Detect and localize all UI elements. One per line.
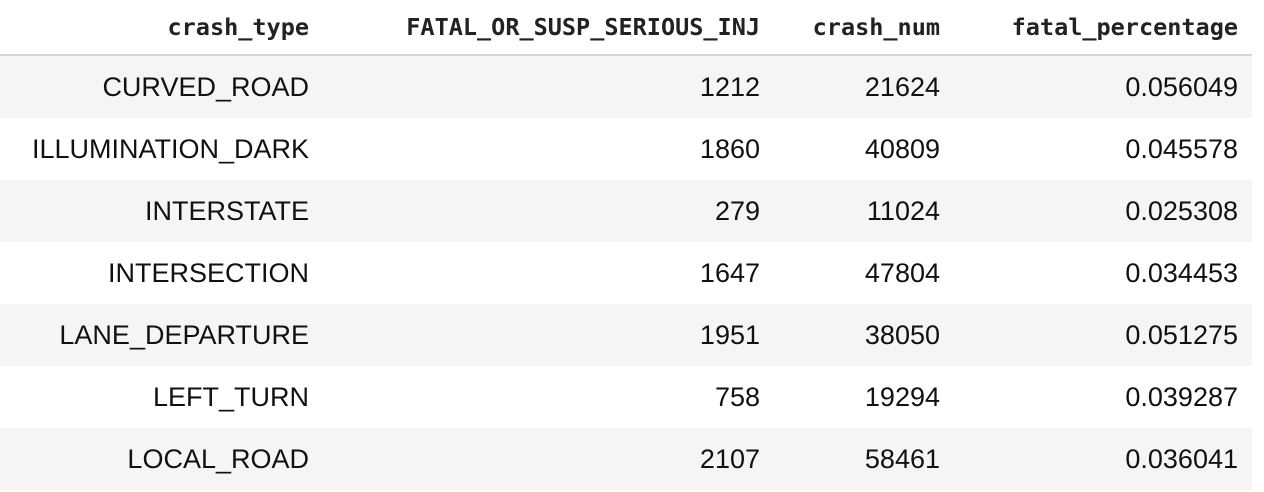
table-row: INTERSTATE 279 11024 0.025308 xyxy=(0,180,1252,242)
cell-fatal-or-susp-serious-inj: 1647 xyxy=(323,242,774,304)
cell-fatal-or-susp-serious-inj: 279 xyxy=(323,180,774,242)
cell-crash-num: 40809 xyxy=(774,118,954,180)
cell-fatal-percentage: 0.056049 xyxy=(954,55,1252,118)
cell-fatal-or-susp-serious-inj: 1212 xyxy=(323,55,774,118)
table-row: LANE_DEPARTURE 1951 38050 0.051275 xyxy=(0,304,1252,366)
table-row: LEFT_TURN 758 19294 0.039287 xyxy=(0,366,1252,428)
cell-fatal-percentage: 0.045578 xyxy=(954,118,1252,180)
cell-crash-type: CURVED_ROAD xyxy=(0,55,323,118)
table-row: INTERSECTION 1647 47804 0.034453 xyxy=(0,242,1252,304)
cell-fatal-or-susp-serious-inj: 1951 xyxy=(323,304,774,366)
header-row: crash_type FATAL_OR_SUSP_SERIOUS_INJ cra… xyxy=(0,0,1252,56)
table-row: CURVED_ROAD 1212 21624 0.056049 xyxy=(0,55,1252,118)
cell-crash-num: 19294 xyxy=(774,366,954,428)
cell-crash-type: LOCAL_ROAD xyxy=(0,428,323,490)
cell-crash-type: LANE_DEPARTURE xyxy=(0,304,323,366)
cell-crash-num: 38050 xyxy=(774,304,954,366)
cell-fatal-percentage: 0.051275 xyxy=(954,304,1252,366)
cell-crash-num: 11024 xyxy=(774,180,954,242)
table-body: CURVED_ROAD 1212 21624 0.056049 ILLUMINA… xyxy=(0,55,1252,490)
table-row: LOCAL_ROAD 2107 58461 0.036041 xyxy=(0,428,1252,490)
cell-crash-type: INTERSTATE xyxy=(0,180,323,242)
cell-fatal-or-susp-serious-inj: 1860 xyxy=(323,118,774,180)
cell-crash-num: 21624 xyxy=(774,55,954,118)
column-header-crash-type: crash_type xyxy=(0,0,323,56)
cell-crash-type: LEFT_TURN xyxy=(0,366,323,428)
table-row: ILLUMINATION_DARK 1860 40809 0.045578 xyxy=(0,118,1252,180)
cell-fatal-percentage: 0.034453 xyxy=(954,242,1252,304)
column-header-crash-num: crash_num xyxy=(774,0,954,56)
cell-fatal-or-susp-serious-inj: 758 xyxy=(323,366,774,428)
cell-crash-type: ILLUMINATION_DARK xyxy=(0,118,323,180)
cell-crash-num: 58461 xyxy=(774,428,954,490)
column-header-fatal-percentage: fatal_percentage xyxy=(954,0,1252,56)
cell-crash-num: 47804 xyxy=(774,242,954,304)
table-header: crash_type FATAL_OR_SUSP_SERIOUS_INJ cra… xyxy=(0,0,1252,56)
cell-crash-type: INTERSECTION xyxy=(0,242,323,304)
cell-fatal-percentage: 0.025308 xyxy=(954,180,1252,242)
column-header-fatal-or-susp-serious-inj: FATAL_OR_SUSP_SERIOUS_INJ xyxy=(323,0,774,56)
cell-fatal-percentage: 0.039287 xyxy=(954,366,1252,428)
cell-fatal-percentage: 0.036041 xyxy=(954,428,1252,490)
cell-fatal-or-susp-serious-inj: 2107 xyxy=(323,428,774,490)
